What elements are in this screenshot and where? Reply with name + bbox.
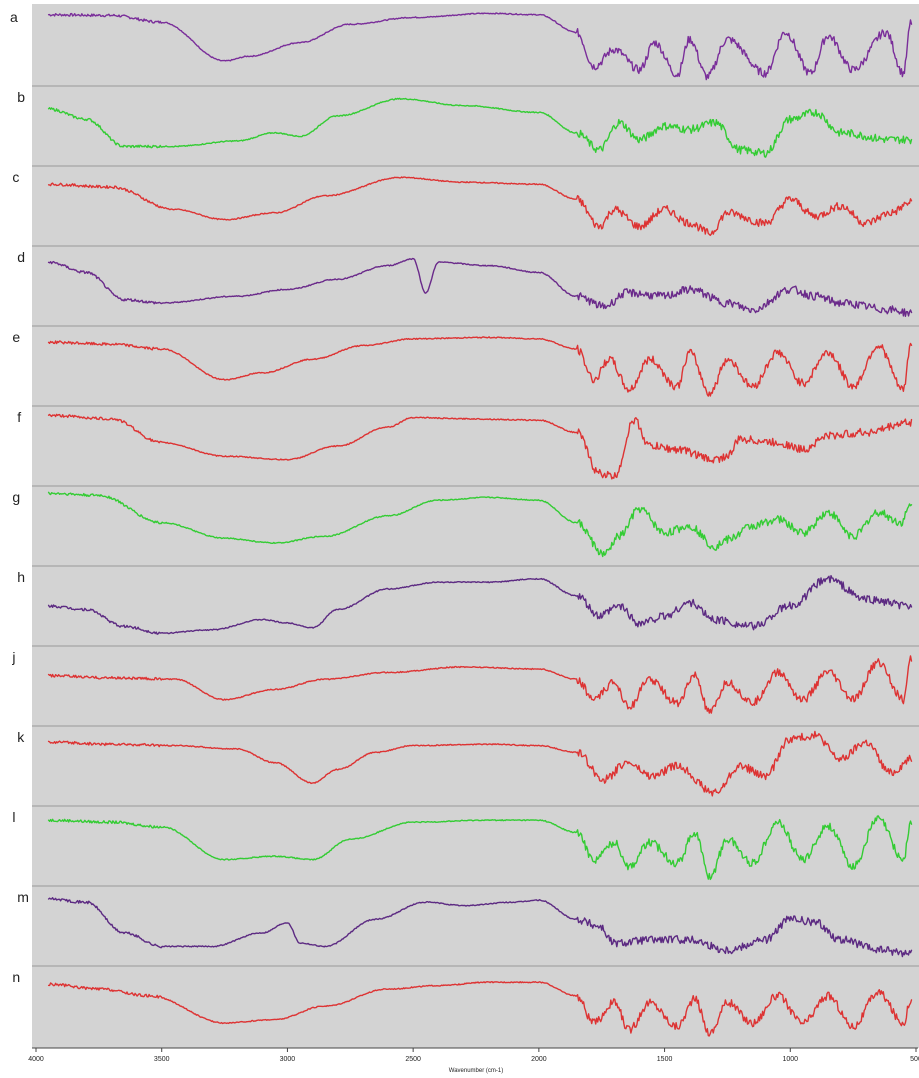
panel-label-m: m <box>17 889 29 905</box>
spectrum-trace-k <box>47 730 913 797</box>
x-tick-label: 1000 <box>782 1056 798 1063</box>
x-tick-label: 500 <box>910 1056 919 1063</box>
spectrum-trace-g <box>47 491 913 558</box>
panels-layer: a b c d e f g h j k l m n <box>10 9 919 1037</box>
panel-label-e: e <box>12 329 20 345</box>
x-tick-label: 1500 <box>657 1056 673 1063</box>
panel-label-c: c <box>12 169 19 185</box>
panel-label-l: l <box>12 809 15 825</box>
spectrum-trace-j <box>47 655 913 714</box>
panel-label-k: k <box>17 729 25 745</box>
panel-label-h: h <box>17 569 25 585</box>
spectrum-trace-d <box>47 257 913 317</box>
spectrum-trace-b <box>47 97 913 158</box>
spectrum-trace-l <box>47 815 913 881</box>
x-tick-label: 3500 <box>154 1056 170 1063</box>
x-axis-title: Wavenumber (cm-1) <box>449 1068 503 1074</box>
panel-label-a: a <box>10 9 18 25</box>
spectrum-trace-a <box>47 12 913 81</box>
panel-label-j: j <box>11 649 15 665</box>
spectrum-trace-n <box>47 981 913 1037</box>
x-tick-label: 2500 <box>405 1056 421 1063</box>
panel-label-d: d <box>17 249 25 265</box>
spectrum-trace-m <box>47 897 913 958</box>
panel-label-n: n <box>12 969 20 985</box>
panel-label-f: f <box>17 409 21 425</box>
spectrum-trace-e <box>47 336 913 397</box>
x-tick-label: 2000 <box>531 1056 547 1063</box>
spectrum-trace-f <box>47 413 913 480</box>
x-tick-label: 4000 <box>28 1056 44 1063</box>
x-axis: 4000 3500 3000 2500 2000 1500 1000 500 Wavenumbe… <box>28 1047 919 1074</box>
panel-label-g: g <box>12 489 20 505</box>
plot-background <box>32 4 919 1048</box>
panel-label-b: b <box>17 89 25 105</box>
spectrum-trace-c <box>47 176 913 237</box>
spectrum-trace-h <box>47 575 913 635</box>
x-tick-label: 3000 <box>280 1056 296 1063</box>
